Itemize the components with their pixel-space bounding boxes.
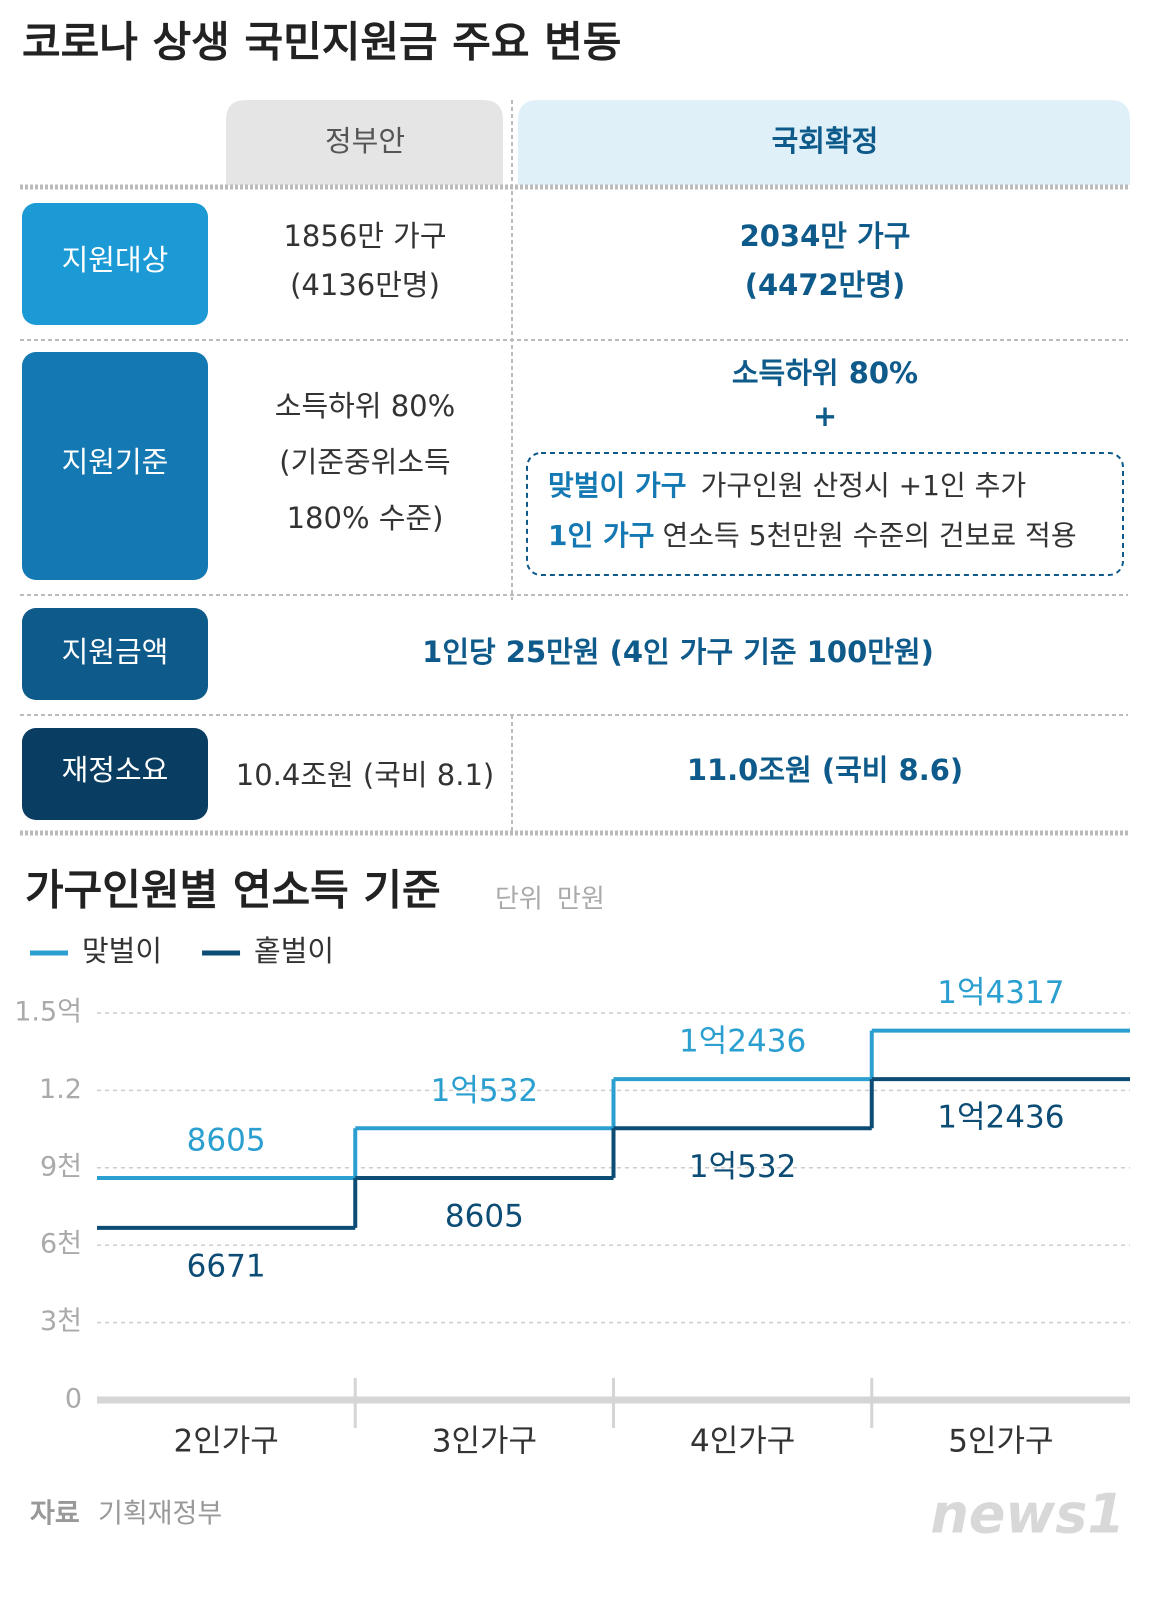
column-header: 정부안	[325, 124, 405, 158]
cell: 180% 수준)	[287, 501, 444, 535]
y-tick-label: 3천	[40, 1306, 82, 1337]
value-label: 1억4317	[937, 975, 1064, 1011]
value-label: 1억532	[431, 1073, 538, 1109]
chart-title: 가구인원별 연소득 기준	[25, 866, 441, 915]
condition-key: 1인 가구	[548, 519, 655, 552]
x-tick-label: 5인가구	[948, 1424, 1053, 1460]
condition: 1인 가구 연소득 5천만원 수준의 건보료 적용	[548, 519, 1077, 552]
value-label: 1억2436	[679, 1024, 806, 1060]
unit-label: 단위	[495, 885, 543, 915]
row-label: 지원기준	[62, 445, 169, 479]
source-label: 자료	[30, 1499, 80, 1530]
y-tick-label: 1.5억	[14, 997, 82, 1028]
assembly-tab	[518, 100, 1130, 185]
cell: 1856만 가구	[283, 219, 446, 253]
row-label-box	[22, 352, 208, 580]
value-label: 1억532	[689, 1149, 796, 1185]
y-tick-label: 6천	[40, 1229, 82, 1260]
y-tick-label: 9천	[40, 1151, 82, 1182]
value-label: 8605	[187, 1122, 266, 1158]
cell: (4472만명)	[745, 268, 906, 302]
legend-label: 맞벌이	[82, 934, 162, 968]
column-header: 국회확정	[772, 124, 879, 158]
cell: 1인당 25만원 (4인 가구 기준 100만원)	[422, 635, 934, 669]
row-label-box	[22, 728, 208, 820]
value-label: 6671	[187, 1248, 266, 1284]
condition-text: 연소득 5천만원 수준의 건보료 적용	[663, 519, 1077, 552]
x-tick-label: 4인가구	[690, 1424, 795, 1460]
cell: 소득하위 80%	[732, 356, 918, 390]
cell: 11.0조원 (국비 8.6)	[687, 753, 963, 787]
unit: 만원	[557, 885, 605, 915]
title: 코로나 상생 국민지원금 주요 변동	[22, 18, 621, 67]
cell: (4136만명)	[290, 268, 440, 302]
row-label-box	[22, 203, 208, 325]
x-tick-label: 3인가구	[432, 1424, 537, 1460]
row-label-box	[22, 608, 208, 700]
condition: 맞벌이 가구 가구인원 산정시 +1인 추가	[548, 469, 1026, 502]
source: 기획재정부	[98, 1499, 222, 1530]
row-label: 지원대상	[62, 243, 169, 277]
condition-text: 가구인원 산정시 +1인 추가	[701, 469, 1027, 502]
legend-label: 홑벌이	[254, 934, 334, 968]
condition-box	[526, 452, 1124, 576]
y-tick-label: 0	[65, 1384, 82, 1415]
cell: +	[813, 399, 837, 433]
row-label: 지원금액	[62, 635, 169, 669]
y-tick-label: 1.2	[39, 1074, 82, 1105]
plot: 0 3천 6천 9천 1.2 1.5억 2인가구 3인가구 4인가구 5인가구 맞벌이 홑벌이 8605…	[14, 934, 1130, 1460]
value-label: 1억2436	[937, 1100, 1064, 1136]
gov-tab	[226, 100, 503, 185]
cell: 2034만 가구	[740, 219, 911, 253]
cell: (기준중위소득	[279, 445, 450, 479]
cell: 소득하위 80%	[275, 389, 455, 423]
x-tick-label: 2인가구	[173, 1424, 278, 1460]
logo: news1	[930, 1483, 1125, 1546]
condition-key: 맞벌이 가구	[548, 469, 687, 502]
row-label: 재정소요	[62, 753, 169, 787]
cell: 10.4조원 (국비 8.1)	[236, 758, 494, 792]
value-label: 8605	[445, 1198, 524, 1234]
